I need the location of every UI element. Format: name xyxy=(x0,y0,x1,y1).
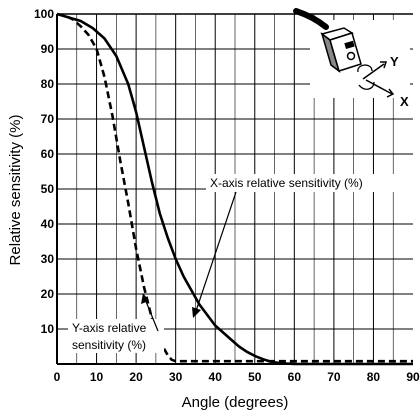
x-tick-label: 0 xyxy=(54,370,61,384)
y-tick-label: 70 xyxy=(41,112,55,126)
x-tick-label: 20 xyxy=(129,370,143,384)
y-tick-label: 30 xyxy=(41,252,55,266)
annotation-x-axis: X-axis relative sensitivity (%) xyxy=(192,174,416,318)
x-axis-direction-label: X xyxy=(400,94,409,109)
x-tick-label: 70 xyxy=(327,370,341,384)
series-line-x-axis xyxy=(56,12,413,366)
y-tick-label: 60 xyxy=(41,147,55,161)
y-tick-label: 10 xyxy=(41,322,55,336)
annotation-y-axis-line1: Y-axis relative xyxy=(72,321,147,335)
x-tick-label: 60 xyxy=(288,370,302,384)
x-axis-title: Angle (degrees) xyxy=(182,394,289,411)
annotation-y-axis: Y-axis relative sensitivity (%) xyxy=(68,293,164,353)
y-tick-label: 80 xyxy=(41,77,55,91)
y-tick-label: 20 xyxy=(41,287,55,301)
x-tick-label: 50 xyxy=(248,370,262,384)
annotation-x-axis-text: X-axis relative sensitivity (%) xyxy=(210,176,363,190)
x-tick-label: 40 xyxy=(209,370,223,384)
x-tick-label: 10 xyxy=(90,370,104,384)
y-tick-label: 90 xyxy=(41,42,55,56)
y-axis-title: Relative sensitivity (%) xyxy=(7,115,24,266)
y-tick-label: 100 xyxy=(34,7,54,21)
axes: 0 10 20 30 40 50 60 70 80 90 10 20 30 40 50 60 70 80 90 100 xyxy=(34,7,420,384)
y-tick-label: 40 xyxy=(41,217,55,231)
annotation-y-axis-line2: sensitivity (%) xyxy=(72,338,146,352)
y-tick-label: 50 xyxy=(41,182,55,196)
series-line-y-axis xyxy=(56,12,413,363)
photoelectric-sensor-icon: Y X xyxy=(293,8,410,109)
series-layer xyxy=(56,12,413,366)
x-tick-label: 30 xyxy=(169,370,183,384)
x-tick-label: 90 xyxy=(406,370,420,384)
y-axis-direction-label: Y xyxy=(390,54,399,69)
x-tick-label: 80 xyxy=(367,370,381,384)
